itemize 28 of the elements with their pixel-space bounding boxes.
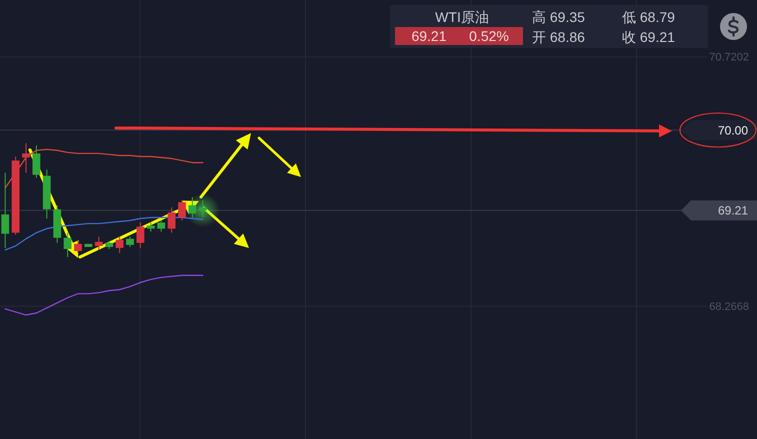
y-tick-label: 70.7202 bbox=[709, 52, 749, 64]
candlestick bbox=[198, 200, 207, 218]
candlestick bbox=[157, 220, 166, 232]
line-series bbox=[4, 274, 204, 316]
candlestick bbox=[22, 142, 30, 174]
annotation: 69.21 bbox=[411, 28, 447, 44]
ref-line-label: 70.00 bbox=[718, 123, 748, 138]
candlestick bbox=[168, 206, 176, 234]
candlestick bbox=[136, 222, 144, 248]
candlestick bbox=[94, 236, 103, 250]
candlestick bbox=[1, 172, 10, 248]
candlestick bbox=[188, 196, 196, 218]
ref-line-label: 69.21 bbox=[718, 204, 748, 218]
annotation: 开 68.86 bbox=[532, 28, 586, 45]
annotation: 高 69.35 bbox=[532, 8, 586, 25]
candlestick bbox=[64, 232, 72, 258]
annotation: 0.52% bbox=[469, 28, 509, 44]
text: WTI原油 bbox=[435, 8, 489, 25]
annotation: 低 68.79 bbox=[622, 8, 676, 25]
annotation: 收 69.21 bbox=[622, 28, 676, 45]
y-tick-label: 68.2668 bbox=[709, 301, 749, 314]
candlestick bbox=[74, 240, 82, 254]
candlestick bbox=[146, 222, 155, 232]
candlestick bbox=[32, 144, 40, 178]
candlestick bbox=[126, 236, 134, 248]
line-series bbox=[4, 148, 204, 189]
candlestick bbox=[178, 200, 186, 222]
candlestick bbox=[116, 236, 124, 254]
